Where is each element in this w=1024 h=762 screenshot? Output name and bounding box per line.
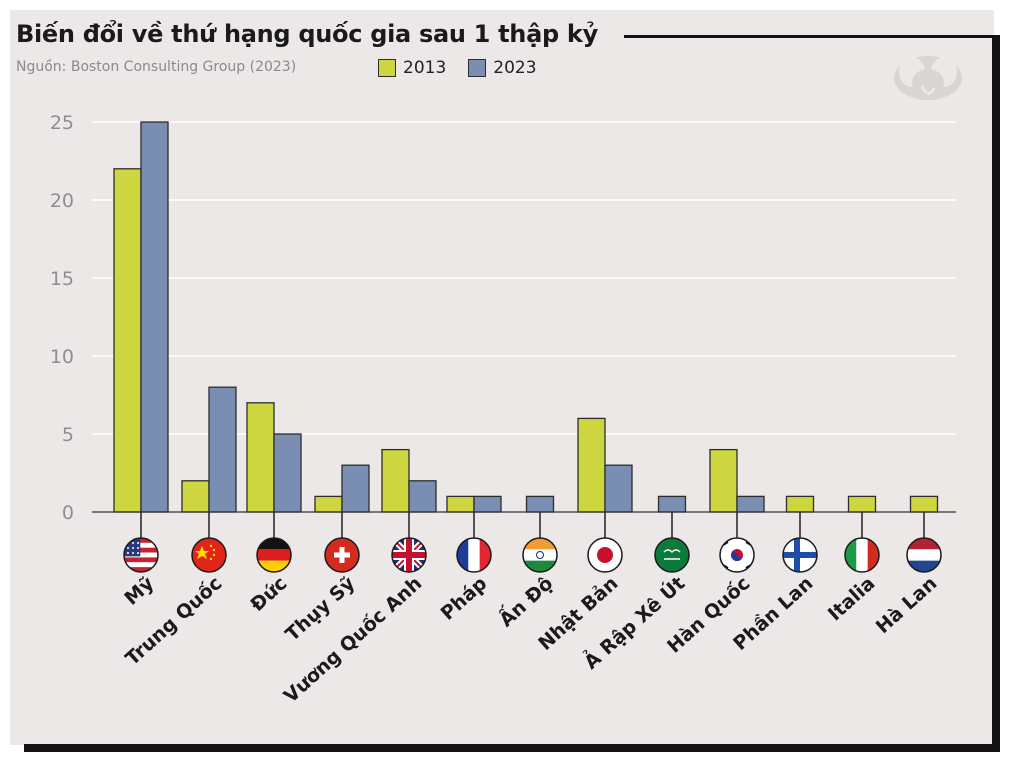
category-label: Pháp bbox=[437, 572, 492, 624]
category-label: Hà Lan bbox=[872, 572, 942, 638]
saudi-arabia-flag-icon bbox=[654, 537, 690, 573]
category-label: Mỹ bbox=[120, 572, 158, 610]
germany-flag-icon bbox=[256, 537, 292, 573]
bar-2013 bbox=[909, 495, 939, 513]
chart-source: Nguồn: Boston Consulting Group (2023) bbox=[16, 59, 297, 75]
india-flag-icon bbox=[522, 537, 558, 573]
bar-2013 bbox=[181, 480, 210, 513]
netherlands-flag-icon bbox=[906, 537, 942, 573]
legend-item-2013: 2013 bbox=[378, 58, 446, 78]
legend-item-2023: 2023 bbox=[468, 58, 537, 78]
elephant-logo-icon bbox=[894, 56, 962, 100]
bar-2013 bbox=[381, 448, 410, 513]
bar-2023 bbox=[208, 386, 237, 513]
bar-2013 bbox=[847, 495, 877, 513]
bar-2023 bbox=[736, 495, 765, 513]
title-rule bbox=[624, 35, 1000, 38]
china-flag-icon bbox=[191, 537, 227, 573]
bar-2023 bbox=[140, 121, 169, 513]
bar-2023 bbox=[657, 495, 687, 513]
legend-label-2013: 2013 bbox=[403, 58, 447, 78]
bar-2023 bbox=[525, 495, 555, 513]
france-flag-icon bbox=[456, 537, 492, 573]
uk-flag-icon bbox=[391, 537, 427, 573]
bar-2013 bbox=[246, 402, 275, 513]
frame-shadow-right bbox=[992, 36, 1000, 751]
south-korea-flag-icon bbox=[719, 537, 755, 573]
bar-2013 bbox=[577, 417, 606, 513]
bar-2013 bbox=[314, 495, 343, 513]
y-tick-label: 0 bbox=[62, 502, 74, 524]
y-tick-label: 15 bbox=[50, 268, 74, 290]
chart-title: Biến đổi về thứ hạng quốc gia sau 1 thập… bbox=[16, 20, 598, 48]
bar-2013 bbox=[446, 495, 475, 513]
legend: 2013 2023 bbox=[378, 58, 559, 78]
bar-2013 bbox=[785, 495, 815, 513]
bar-2023 bbox=[273, 433, 302, 513]
legend-swatch-2023 bbox=[468, 59, 487, 77]
category-label: Ấn Độ bbox=[493, 569, 558, 631]
chart-panel bbox=[10, 10, 994, 745]
switzerland-flag-icon bbox=[324, 537, 360, 573]
y-tick-label: 20 bbox=[50, 190, 74, 212]
italy-flag-icon bbox=[844, 537, 880, 573]
frame-shadow-bottom bbox=[24, 744, 1000, 752]
japan-flag-icon bbox=[587, 537, 623, 573]
bar-2023 bbox=[604, 464, 633, 513]
bar-2023 bbox=[473, 495, 502, 513]
us-flag-icon bbox=[123, 537, 159, 573]
legend-swatch-2013 bbox=[378, 59, 396, 77]
category-label: Italia bbox=[824, 572, 879, 625]
y-tick-label: 5 bbox=[62, 424, 74, 446]
bar-2013 bbox=[709, 448, 738, 513]
y-tick-label: 10 bbox=[50, 346, 74, 368]
bar-2023 bbox=[408, 480, 437, 513]
bar-2023 bbox=[341, 464, 370, 513]
y-tick-label: 25 bbox=[50, 112, 74, 134]
bar-2013 bbox=[113, 168, 142, 513]
finland-flag-icon bbox=[782, 537, 818, 573]
legend-label-2023: 2023 bbox=[493, 58, 537, 78]
category-label: Đức bbox=[246, 572, 291, 616]
